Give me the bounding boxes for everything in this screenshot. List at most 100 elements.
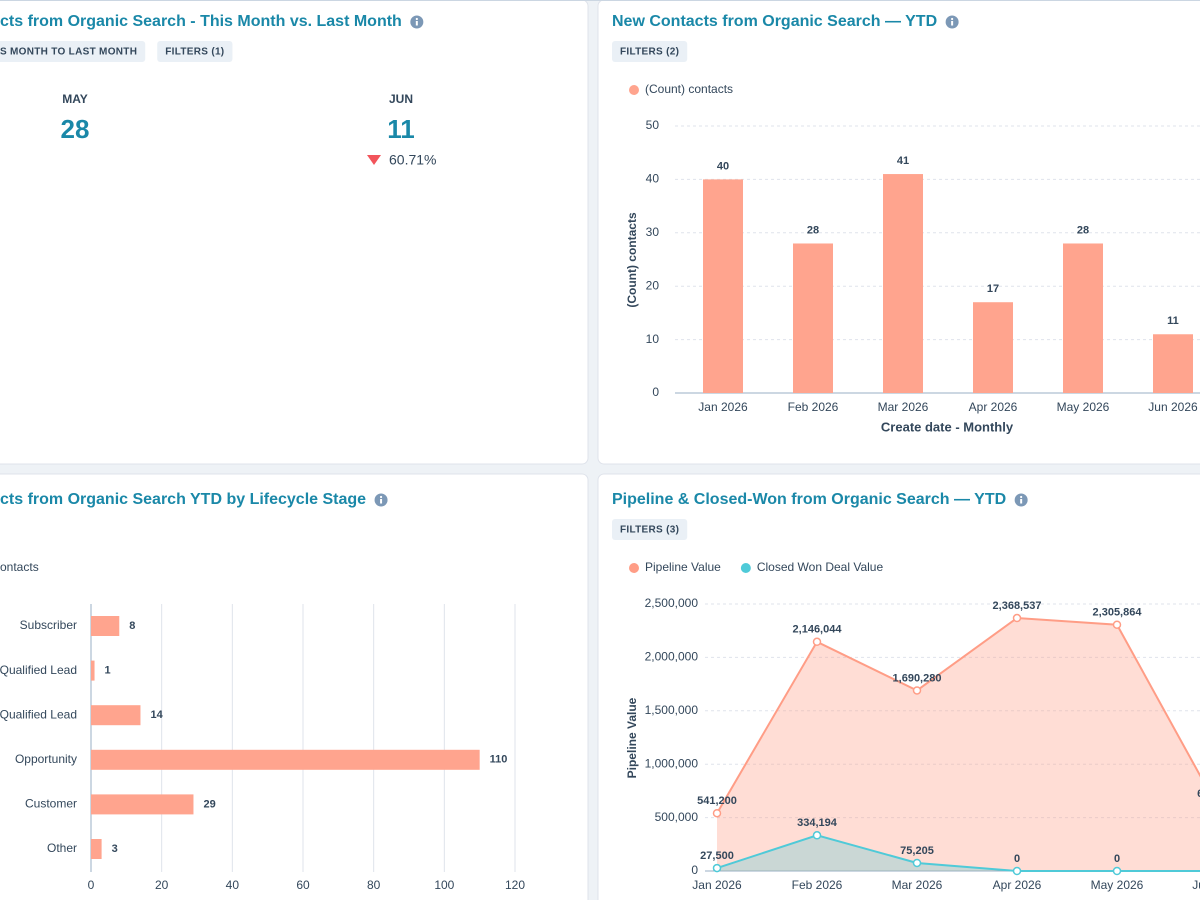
y-tick-label: Opportunity <box>15 752 77 766</box>
bar-value-label: 28 <box>807 224 819 236</box>
bar-value-label: 29 <box>203 798 215 810</box>
point <box>812 831 822 840</box>
x-tick-label: May 2026 <box>1091 878 1144 892</box>
bar <box>91 616 120 636</box>
x-tick-label: Jan 2026 <box>692 878 742 892</box>
card-title: cts from Organic Search YTD by Lifecycle… <box>0 491 366 508</box>
bar-value-label: 110 <box>490 754 508 766</box>
legend-label: Pipeline Value <box>645 560 721 574</box>
y-tick-label: 10 <box>646 332 660 346</box>
kpi-value: 28 <box>61 114 90 144</box>
legend-label: (Count) contacts <box>645 82 733 96</box>
x-tick-label: 100 <box>434 878 454 892</box>
x-tick-label: May 2026 <box>1057 400 1110 414</box>
bar-value-label: 8 <box>129 620 135 632</box>
card-title: Pipeline & Closed-Won from Organic Searc… <box>612 491 1006 508</box>
bar <box>91 749 480 770</box>
bar <box>883 174 923 393</box>
filter-chip-label: S MONTH TO LAST MONTH <box>0 47 137 58</box>
kpi-value: 11 <box>387 114 415 144</box>
y-tick-label: Qualified Lead <box>0 707 77 721</box>
y-axis-title: (Count) contacts <box>625 212 639 308</box>
bar <box>793 243 833 393</box>
x-tick-label: Mar 2026 <box>892 878 943 892</box>
point <box>912 858 922 868</box>
kpi-label: JUN <box>389 92 413 106</box>
point-value-label: 2,305,864 <box>1093 607 1143 619</box>
kpi-change: 60.71% <box>389 152 436 168</box>
legend-label: Closed Won Deal Value <box>757 560 884 574</box>
x-tick-label: Feb 2026 <box>792 878 843 892</box>
x-tick-label: 60 <box>296 878 310 892</box>
y-tick-label: Qualified Lead <box>0 663 77 677</box>
bar-value-label: 14 <box>150 709 163 721</box>
y-tick-label: Other <box>47 841 77 855</box>
legend-swatch <box>629 85 639 95</box>
card <box>0 0 589 465</box>
x-tick-label: Jun 2026 <box>1148 400 1198 414</box>
x-tick-label: Jun 2026 <box>1192 878 1200 892</box>
y-tick-label: 0 <box>652 385 659 399</box>
x-tick-label: 20 <box>155 878 169 892</box>
filter-chip[interactable] <box>612 519 688 540</box>
bar-value-label: 11 <box>1167 315 1179 327</box>
bar <box>91 839 102 859</box>
bar-value-label: 41 <box>897 155 909 167</box>
bar-value-label: 40 <box>717 160 729 172</box>
y-axis-title: Pipeline Value <box>625 697 639 778</box>
info-icon-glyph <box>951 21 954 26</box>
info-icon-glyph <box>415 17 418 21</box>
point <box>712 808 722 818</box>
bar-value-label: 28 <box>1077 224 1089 236</box>
bar <box>91 705 141 726</box>
point-value-label: 0 <box>1014 853 1020 865</box>
x-tick-label: Mar 2026 <box>878 400 929 414</box>
filter-chip-label: FILTERS (2) <box>620 47 679 58</box>
filter-chip[interactable] <box>612 41 688 62</box>
filter-chip-label: FILTERS (3) <box>620 525 679 536</box>
point-value-label: 75,205 <box>900 845 934 857</box>
area <box>717 618 1200 871</box>
point <box>1012 866 1022 876</box>
legend-swatch <box>629 563 639 573</box>
filter-chip-label: FILTERS (1) <box>165 47 224 58</box>
kpi-label: MAY <box>62 92 88 106</box>
point <box>812 637 822 647</box>
y-tick-label: 1,000,000 <box>645 756 699 770</box>
bar <box>1153 334 1193 393</box>
x-tick-label: 80 <box>367 878 381 892</box>
y-tick-label: 500,000 <box>655 810 699 824</box>
y-tick-label: 20 <box>646 278 660 292</box>
filter-chip[interactable] <box>157 41 233 62</box>
x-axis-title: Create date - Monthly <box>881 419 1014 434</box>
legend-label: ontacts <box>0 560 39 574</box>
filter-chip[interactable] <box>0 41 146 62</box>
point <box>1112 866 1122 876</box>
legend-swatch <box>740 563 751 573</box>
card-title: New Contacts from Organic Search — YTD <box>612 13 937 30</box>
y-tick-label: 30 <box>646 225 660 239</box>
y-tick-label: 2,000,000 <box>645 650 699 664</box>
bar <box>91 660 95 681</box>
line <box>716 617 1200 814</box>
y-tick-label: Subscriber <box>20 618 77 632</box>
x-tick-label: Feb 2026 <box>788 400 839 414</box>
point <box>712 863 722 873</box>
x-tick-label: 40 <box>226 878 240 892</box>
point <box>912 686 922 695</box>
y-tick-label: 1,500,000 <box>645 703 699 717</box>
bar <box>703 179 743 393</box>
bar <box>973 302 1013 393</box>
card <box>0 473 589 900</box>
bar <box>1063 243 1103 393</box>
point <box>1012 613 1022 623</box>
y-tick-label: 40 <box>646 172 660 186</box>
x-tick-label: Jan 2026 <box>698 400 748 414</box>
info-icon-glyph <box>415 21 418 26</box>
point-value-label: 27,500 <box>700 850 734 862</box>
y-tick-label: 2,500,000 <box>645 596 699 610</box>
bar <box>91 794 194 815</box>
x-tick-label: 120 <box>505 878 525 892</box>
y-tick-label: 50 <box>646 118 660 132</box>
point-value-label: 607,000 <box>1197 788 1200 800</box>
